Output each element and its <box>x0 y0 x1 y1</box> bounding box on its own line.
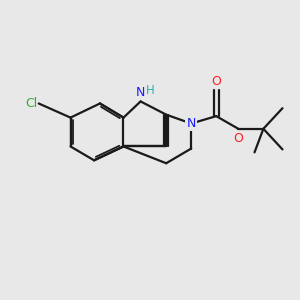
Text: O: O <box>233 132 243 145</box>
Text: Cl: Cl <box>25 97 37 110</box>
Text: H: H <box>146 84 154 97</box>
Text: N: N <box>136 86 145 99</box>
Text: N: N <box>187 117 196 130</box>
Text: O: O <box>211 75 221 88</box>
